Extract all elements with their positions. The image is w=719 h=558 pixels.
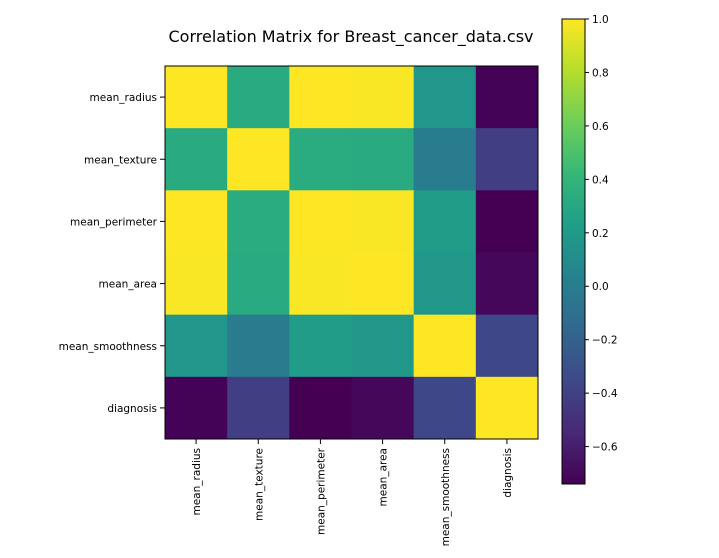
heatmap-cell bbox=[289, 66, 352, 129]
colorbar-ticks: 1.0 0.8 0.6 0.4 0.2 0.0 −0.2 −0.4 −0.6 bbox=[585, 14, 618, 454]
row-label: mean_area bbox=[99, 279, 157, 291]
row-label: mean_texture bbox=[84, 154, 157, 166]
col-label: mean_radius bbox=[191, 448, 203, 516]
heatmap-cell bbox=[475, 66, 539, 129]
heatmap-cell bbox=[413, 128, 477, 191]
heatmap-frame bbox=[164, 65, 539, 440]
heatmap-cell bbox=[289, 314, 352, 378]
colorbar-tick-label: 1.0 bbox=[592, 14, 609, 26]
colorbar-tick-label: 0.4 bbox=[592, 174, 609, 186]
col-label: diagnosis bbox=[502, 448, 514, 498]
heatmap-cell bbox=[227, 314, 290, 378]
colorbar-tick-label: 0.2 bbox=[592, 228, 609, 240]
heatmap-cell bbox=[227, 376, 290, 440]
col-labels: mean_radius mean_texture mean_perimeter mea… bbox=[191, 439, 514, 546]
heatmap-cell bbox=[413, 66, 477, 129]
col-label: mean_area bbox=[378, 448, 390, 506]
heatmap-cell bbox=[475, 128, 539, 191]
row-label: mean_radius bbox=[90, 92, 158, 104]
heatmap-cell bbox=[413, 376, 477, 440]
heatmap-cells bbox=[165, 66, 539, 440]
heatmap-cell bbox=[351, 128, 415, 191]
col-label: mean_texture bbox=[253, 448, 265, 521]
heatmap-cell bbox=[227, 128, 290, 191]
heatmap-cell bbox=[413, 252, 477, 316]
heatmap-cell bbox=[351, 252, 415, 316]
heatmap-cell bbox=[289, 128, 352, 191]
heatmap-cell bbox=[351, 190, 415, 253]
col-label: mean_smoothness bbox=[440, 448, 452, 546]
colorbar-tick-label: −0.6 bbox=[592, 442, 618, 454]
row-label: mean_perimeter bbox=[70, 216, 158, 228]
colorbar-tick-label: 0.6 bbox=[592, 121, 609, 133]
heatmap-cell bbox=[165, 128, 228, 191]
heatmap-cell bbox=[165, 190, 228, 253]
heatmap-cell bbox=[165, 66, 228, 129]
heatmap-cell bbox=[413, 314, 477, 378]
heatmap-cell bbox=[475, 376, 539, 440]
heatmap-cell bbox=[227, 190, 290, 253]
heatmap-cell bbox=[351, 66, 415, 129]
heatmap-cell bbox=[227, 252, 290, 316]
colorbar-tick-label: −0.2 bbox=[592, 335, 618, 347]
col-label: mean_perimeter bbox=[315, 447, 327, 535]
row-label: mean_smoothness bbox=[59, 341, 157, 353]
heatmap-cell bbox=[165, 314, 228, 378]
colorbar-tick-label: 0.0 bbox=[592, 281, 609, 293]
colorbar-tick-label: 0.8 bbox=[592, 67, 609, 79]
heatmap-cell bbox=[475, 190, 539, 253]
heatmap-cell bbox=[351, 376, 415, 440]
heatmap-cell bbox=[289, 252, 352, 316]
chart-title: Correlation Matrix for Breast_cancer_dat… bbox=[168, 27, 533, 47]
heatmap-cell bbox=[165, 252, 228, 316]
colorbar-tick-label: −0.4 bbox=[592, 388, 618, 400]
heatmap-cell bbox=[227, 66, 290, 129]
heatmap-cell bbox=[165, 376, 228, 440]
heatmap-cell bbox=[475, 314, 539, 378]
row-labels: mean_radius mean_texture mean_perimetermea… bbox=[59, 92, 165, 415]
heatmap-cell bbox=[351, 314, 415, 378]
row-label: diagnosis bbox=[107, 403, 157, 415]
heatmap-cell bbox=[289, 190, 352, 253]
colorbar bbox=[561, 18, 586, 485]
heatmap-cell bbox=[289, 376, 352, 440]
heatmap-cell bbox=[475, 252, 539, 316]
heatmap-cell bbox=[413, 190, 477, 253]
